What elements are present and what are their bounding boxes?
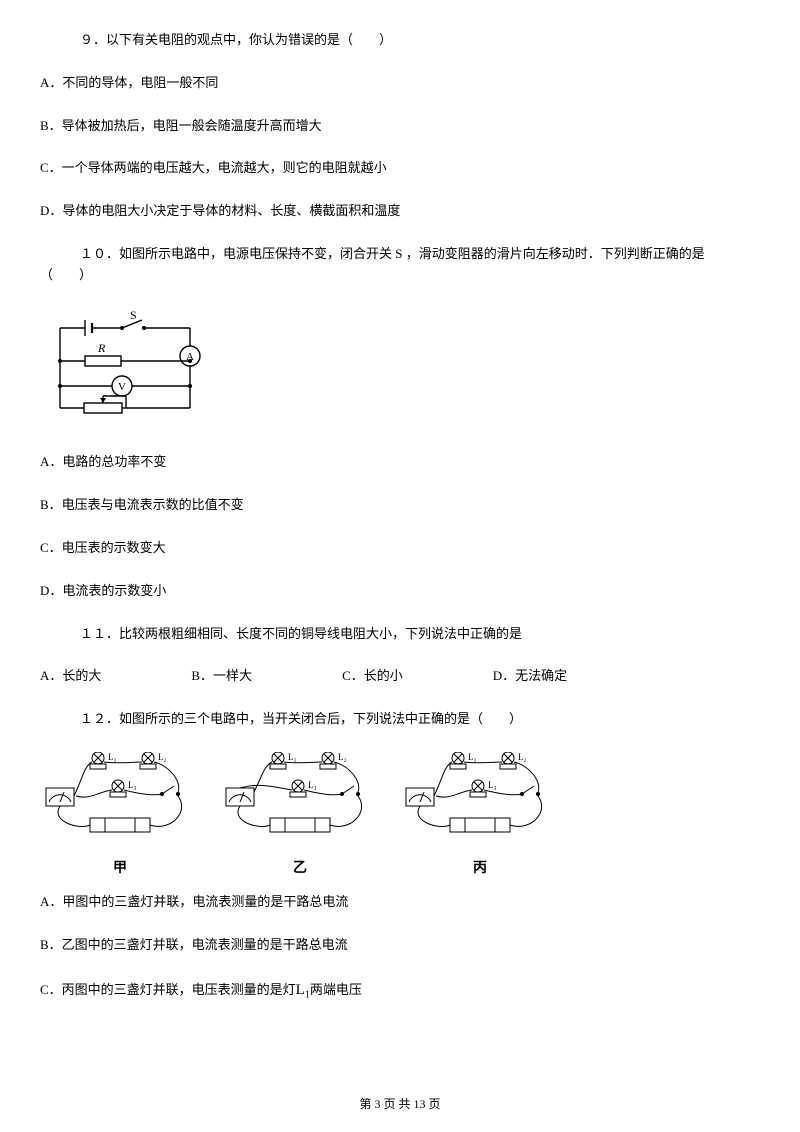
q12-figure-yi: L₁ L₂ L₃ 乙	[220, 752, 380, 878]
q10-stem-line2: （ ）	[40, 267, 92, 282]
q9-stem: ９．以下有关电阻的观点中，你认为错误的是（ ）	[80, 30, 760, 51]
q11-option-d: D．无法确定	[493, 666, 567, 687]
svg-text:L₃: L₃	[308, 780, 317, 790]
q12-option-c: C．丙图中的三盏灯并联，电压表测量的是灯L1两端电压	[40, 978, 760, 1004]
svg-text:L₂: L₂	[158, 752, 167, 762]
q12-option-b: B．乙图中的三盏灯并联，电流表测量的是干路总电流	[40, 935, 760, 956]
q12-figure-bing: L₁ L₂ L₃ 丙	[400, 752, 560, 878]
q10-stem: １０．如图所示电路中，电源电压保持不变，闭合开关 S ，滑动变阻器的滑片向左移动…	[40, 244, 760, 286]
q12-caption-jia: 甲	[40, 856, 200, 878]
svg-text:L₂: L₂	[338, 752, 347, 762]
voltmeter-label: V	[118, 381, 126, 393]
q12-c-pre: C．丙图中的三盏灯并联，电压表测量的是灯	[40, 982, 296, 997]
q12-figure-jia: L₁ L₂ L₃ 甲	[40, 752, 200, 878]
q11-options-row: A．长的大 B．一样大 C．长的小 D．无法确定	[40, 666, 760, 687]
svg-text:L₁: L₁	[288, 752, 297, 762]
svg-text:L₂: L₂	[518, 752, 527, 762]
svg-text:L₃: L₃	[128, 780, 137, 790]
q11-option-b: B．一样大	[191, 666, 252, 687]
q12-caption-bing: 丙	[400, 856, 560, 878]
q12-figures: L₁ L₂ L₃ 甲	[40, 752, 760, 878]
resistor-label: R	[97, 341, 106, 355]
q9-option-b: B．导体被加热后，电阻一般会随温度升高而增大	[40, 116, 760, 137]
q9-option-a: A．不同的导体，电阻一般不同	[40, 73, 760, 94]
svg-text:L₃: L₃	[488, 780, 497, 790]
q10-circuit-figure: S A R V	[40, 308, 760, 435]
q12-stem: １２．如图所示的三个电路中，当开关闭合后，下列说法中正确的是（ ）	[80, 709, 760, 730]
q11-stem: １１．比较两根粗细相同、长度不同的铜导线电阻大小，下列说法中正确的是	[80, 624, 760, 645]
q9-option-d: D．导体的电阻大小决定于导体的材料、长度、横截面积和温度	[40, 201, 760, 222]
q10-option-d: D．电流表的示数变小	[40, 581, 760, 602]
q12-c-post: 两端电压	[310, 982, 362, 997]
svg-text:L₁: L₁	[108, 752, 117, 762]
page-footer: 第 3 页 共 13 页	[0, 1095, 800, 1114]
q11-option-c: C．长的小	[342, 666, 403, 687]
q10-option-c: C．电压表的示数变大	[40, 538, 760, 559]
q10-option-a: A．电路的总功率不变	[40, 452, 760, 473]
q12-option-a: A．甲图中的三盏灯并联，电流表测量的是干路总电流	[40, 892, 760, 913]
q10-option-b: B．电压表与电流表示数的比值不变	[40, 495, 760, 516]
q12-c-l: L	[296, 982, 305, 998]
q12-caption-yi: 乙	[220, 856, 380, 878]
switch-label: S	[130, 308, 137, 322]
q10-stem-line1: １０．如图所示电路中，电源电压保持不变，闭合开关 S ，滑动变阻器的滑片向左移动…	[80, 246, 705, 261]
svg-text:L₁: L₁	[468, 752, 477, 762]
q11-option-a: A．长的大	[40, 666, 101, 687]
q9-option-c: C．一个导体两端的电压越大，电流越大，则它的电阻就越小	[40, 158, 760, 179]
